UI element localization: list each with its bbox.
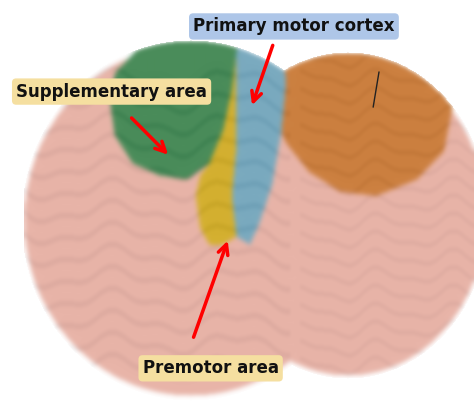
Text: Primary motor cortex: Primary motor cortex <box>193 18 395 35</box>
Text: Premotor area: Premotor area <box>143 359 279 377</box>
Text: Supplementary area: Supplementary area <box>16 83 207 101</box>
